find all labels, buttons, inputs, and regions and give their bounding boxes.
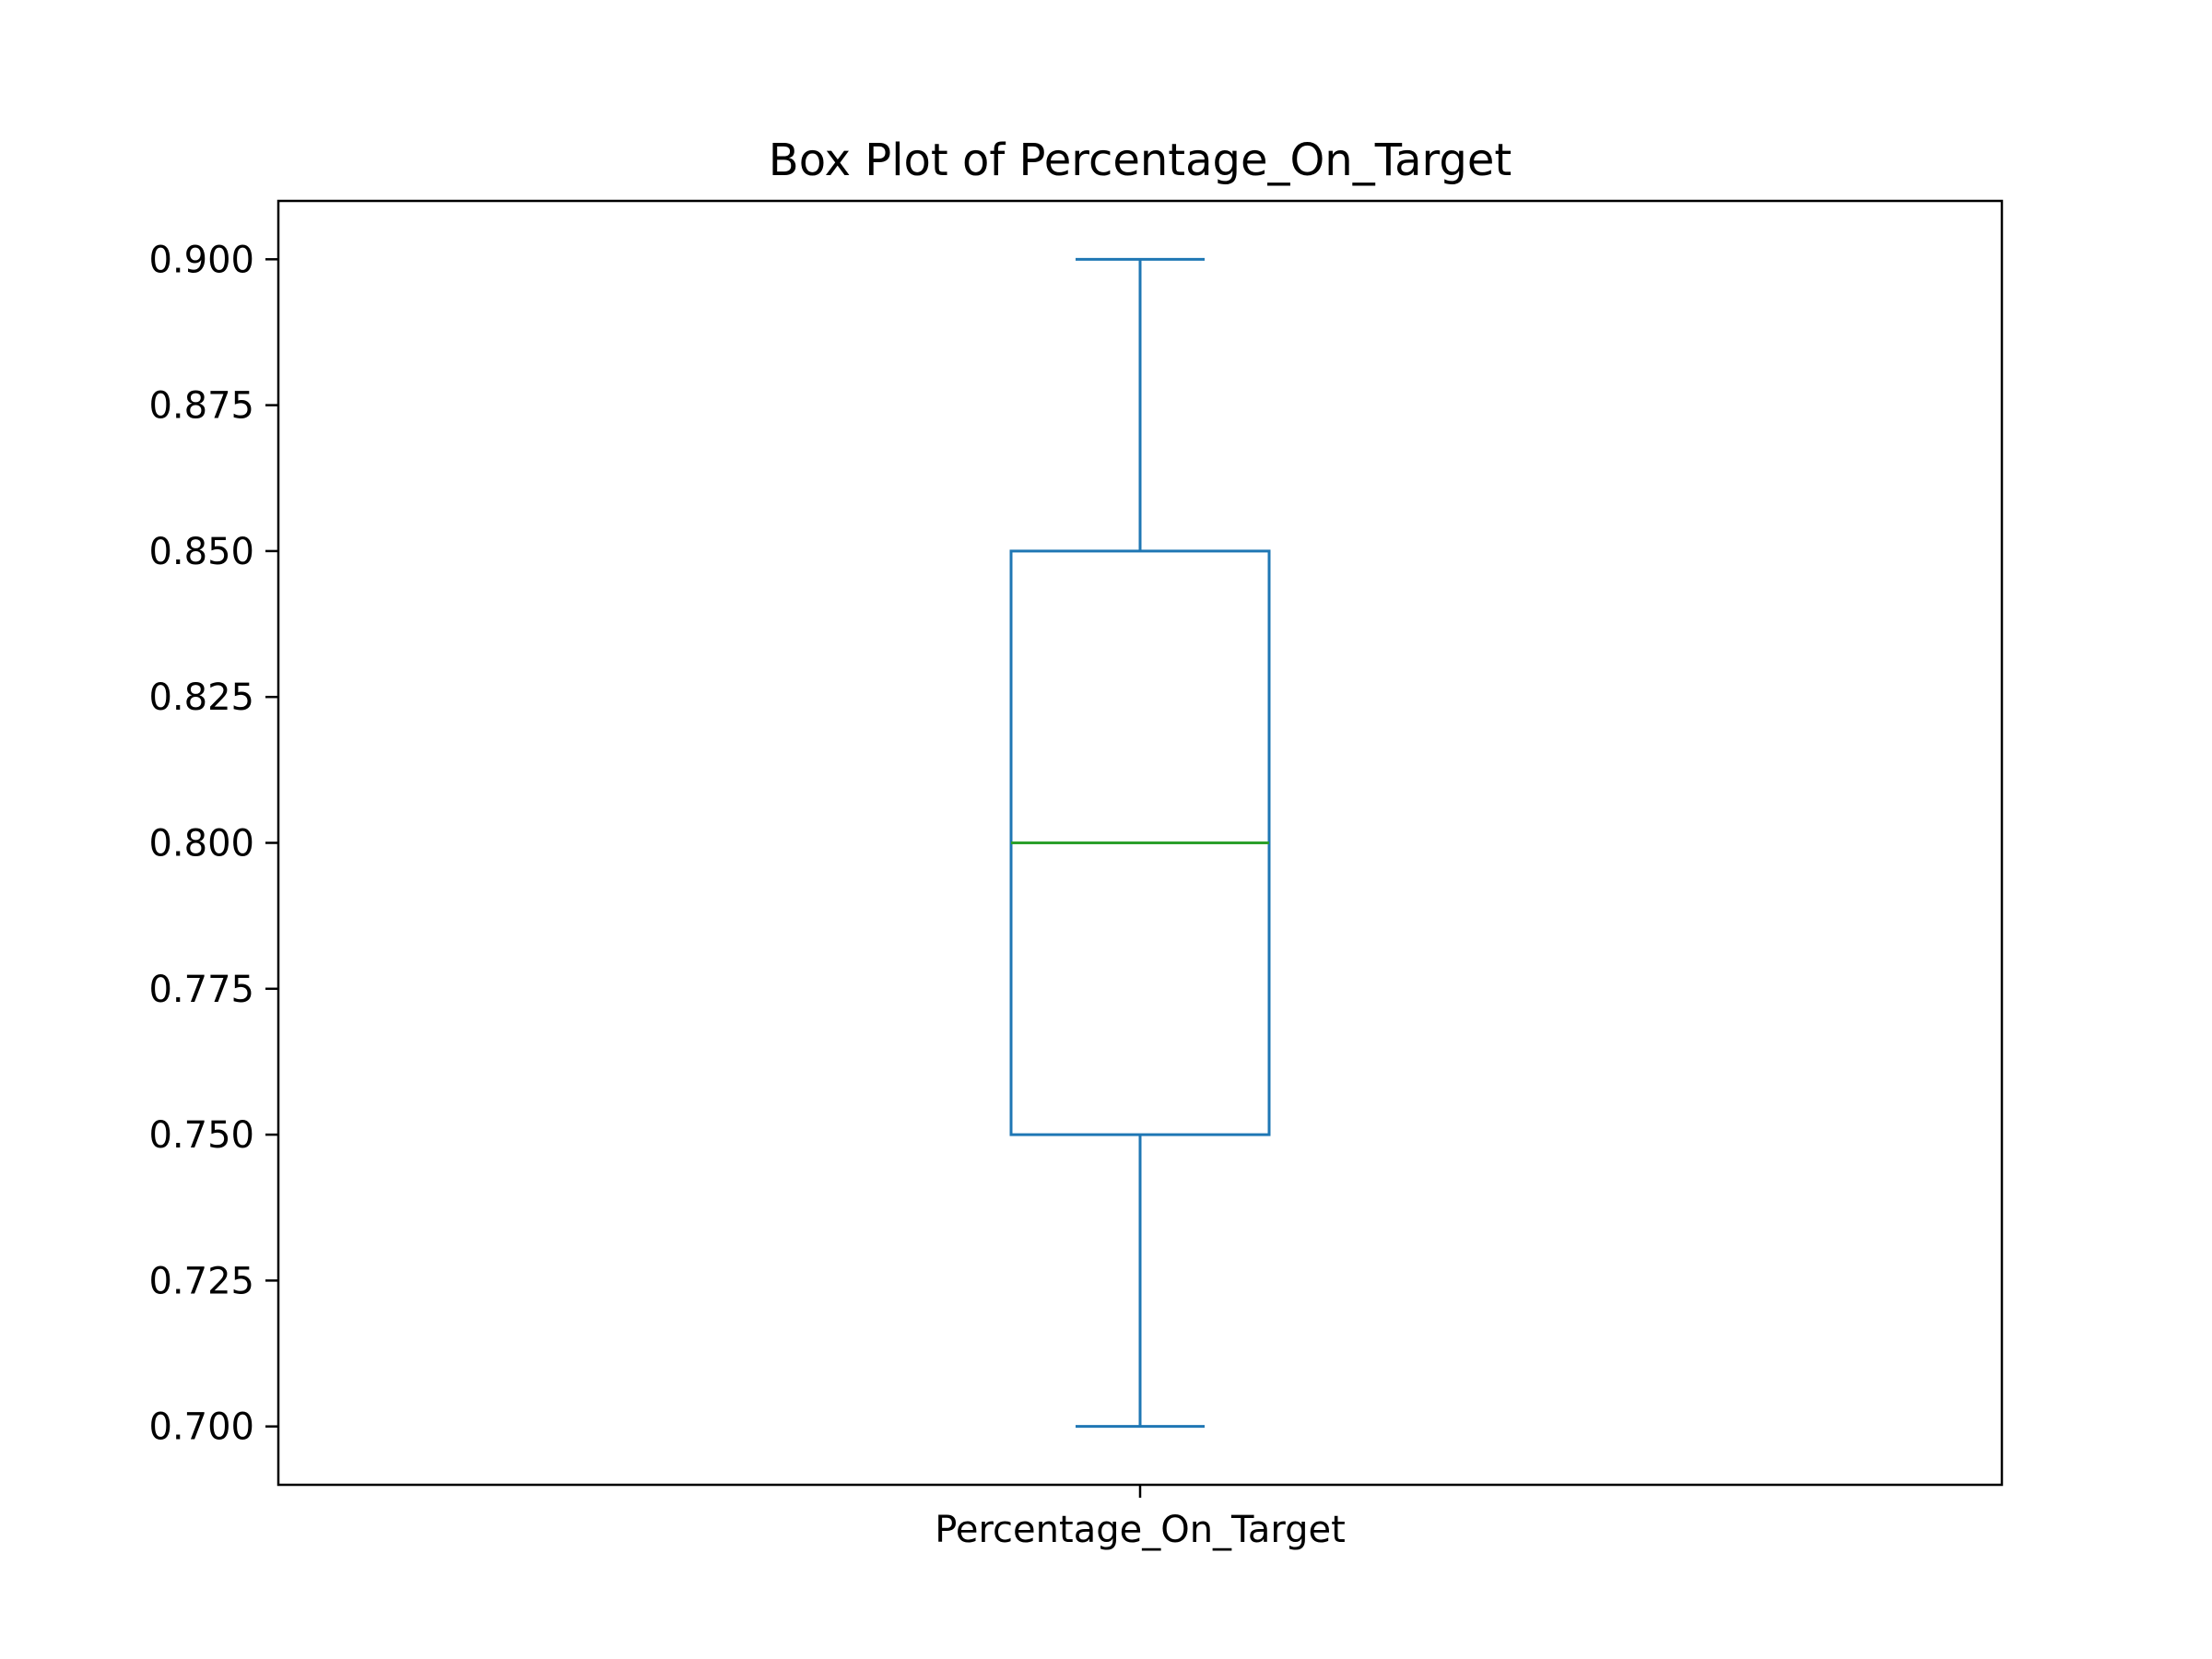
- y-tick-label: 0.800: [148, 823, 254, 865]
- y-tick-label: 0.900: [148, 239, 254, 281]
- y-tick-label: 0.725: [148, 1260, 254, 1302]
- axes-frame: [276, 199, 2004, 1487]
- y-tick-label: 0.700: [148, 1406, 254, 1449]
- y-tick-label: 0.825: [148, 677, 254, 719]
- x-tick-label: Percentage_On_Target: [935, 1509, 1346, 1551]
- y-tick-label: 0.850: [148, 531, 254, 573]
- plot-area: 0.700 0.725 0.750 0.775 0.800 0.825 0.850 0.875…: [148, 239, 1345, 1551]
- y-tick-label: 0.875: [148, 385, 254, 428]
- chart-title: Box Plot of Percentage_On_Target: [769, 135, 1512, 186]
- y-tick-label: 0.750: [148, 1114, 254, 1157]
- y-tick-label: 0.775: [148, 969, 254, 1011]
